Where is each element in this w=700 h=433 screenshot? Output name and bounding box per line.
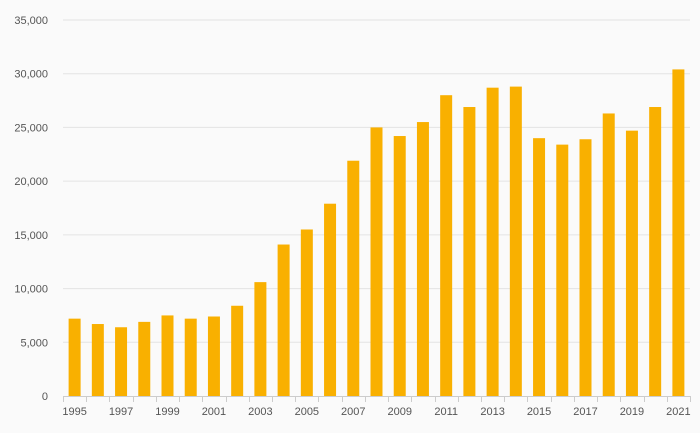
x-tick-label: 2021 <box>666 406 690 418</box>
bar-2015 <box>533 138 546 396</box>
bar-2002 <box>231 305 244 396</box>
x-axis <box>63 396 691 402</box>
bar-2010 <box>416 122 429 397</box>
x-axis-labels: 1995 1997 1999 2001 2003 2005 2007 2009 2011 2013… <box>62 406 690 418</box>
bar-2008 <box>370 127 383 396</box>
bar-2005 <box>300 229 313 396</box>
bar-2021 <box>672 69 685 396</box>
bar-2004 <box>277 244 290 396</box>
bar-2019 <box>625 130 638 396</box>
y-axis-labels: 0 5,000 10,000 15,000 20,000 25,000 30,000 35,0… <box>14 15 48 403</box>
bar-2012 <box>463 107 476 396</box>
y-tick-label: 15,000 <box>14 230 48 242</box>
y-tick-label: 35,000 <box>14 15 48 27</box>
x-tick-label: 2009 <box>387 406 411 418</box>
bar-2011 <box>440 95 453 396</box>
x-tick-label: 2007 <box>341 406 365 418</box>
bar-2006 <box>324 203 337 396</box>
x-tick-label: 1997 <box>109 406 133 418</box>
y-tick-label: 10,000 <box>14 284 48 296</box>
x-tick-label: 2019 <box>620 406 644 418</box>
bar-1996 <box>91 324 104 396</box>
bar-2017 <box>579 139 592 396</box>
bar-2007 <box>347 160 360 396</box>
y-tick-label: 30,000 <box>14 69 48 81</box>
x-tick-label: 2017 <box>573 406 597 418</box>
bar-2013 <box>486 87 499 397</box>
bar-2001 <box>207 316 220 396</box>
bar-2009 <box>393 136 406 396</box>
x-tick-label: 2003 <box>248 406 272 418</box>
x-tick-label: 1995 <box>62 406 86 418</box>
x-tick-label: 2001 <box>202 406 226 418</box>
x-tick-label: 2011 <box>434 406 458 418</box>
bar-2003 <box>254 282 267 396</box>
y-tick-label: 0 <box>42 391 48 403</box>
bar-2016 <box>556 144 569 396</box>
bar-1995 <box>68 318 81 396</box>
bar-1999 <box>161 315 174 396</box>
y-tick-label: 5,000 <box>20 337 48 349</box>
y-tick-label: 20,000 <box>14 176 48 188</box>
bar-2014 <box>509 86 522 396</box>
x-tick-label: 2013 <box>480 406 504 418</box>
y-tick-label: 25,000 <box>14 122 48 134</box>
bar-1997 <box>115 327 128 396</box>
bars <box>68 69 685 397</box>
x-tick-label: 1999 <box>155 406 179 418</box>
bar-1998 <box>138 321 151 396</box>
x-tick-label: 2015 <box>527 406 551 418</box>
x-tick-label: 2005 <box>295 406 319 418</box>
bar-2020 <box>649 107 662 396</box>
bar-2000 <box>184 318 197 396</box>
bar-2018 <box>602 113 615 396</box>
